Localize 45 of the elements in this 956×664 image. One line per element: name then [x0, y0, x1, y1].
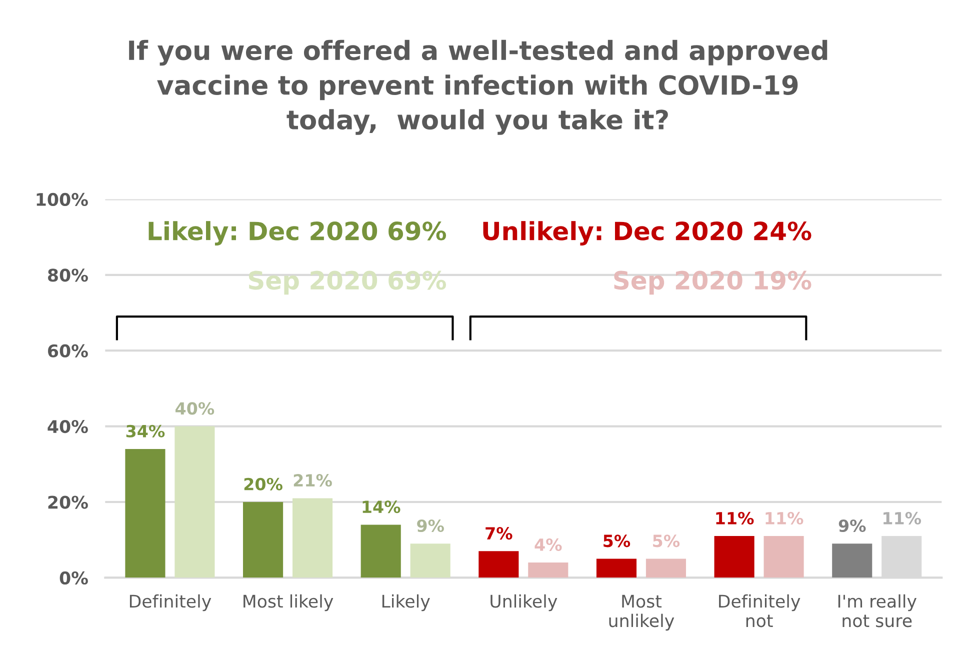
x-tick-label: Likely: [382, 594, 430, 612]
bar: [832, 544, 872, 578]
annotation: Unlikely: Dec 2020 24%: [483, 221, 812, 246]
bar: [292, 498, 333, 578]
bar: [360, 524, 401, 578]
bar: [646, 558, 686, 578]
data-label: 11%: [716, 512, 754, 524]
y-tick-label: 20%: [48, 496, 88, 509]
data-label: 4%: [534, 538, 562, 551]
data-label: 5%: [604, 534, 630, 548]
bar: [410, 544, 450, 578]
bar: [764, 536, 804, 578]
y-tick-label: 40%: [48, 420, 88, 434]
x-tick-label: Unlikely: [490, 594, 558, 612]
y-tick-label: 0%: [60, 571, 88, 585]
bar: [125, 448, 166, 578]
data-label: 14%: [362, 500, 400, 514]
x-tick-label: Most unlikely: [609, 594, 674, 631]
chart-title: If you were offered a well-tested and approved vaccine to prevent infection with COVID-19 today, would you take it?: [129, 40, 828, 135]
data-label: 11%: [884, 512, 922, 524]
data-label: 40%: [176, 402, 214, 415]
annotation: Likely: Dec 2020 69%: [148, 221, 446, 246]
bar: [528, 562, 568, 578]
x-tick-label: Definitely not: [719, 594, 800, 628]
x-tick-label: Definitely: [130, 594, 212, 612]
data-label: 34%: [126, 424, 165, 438]
data-label: 9%: [838, 519, 866, 532]
data-label: 5%: [653, 534, 680, 548]
data-label: 20%: [244, 478, 282, 490]
data-label: 9%: [417, 519, 444, 532]
y-tick-label: 100%: [36, 192, 88, 206]
bar: [596, 558, 637, 578]
y-tick-label: 60%: [48, 344, 88, 358]
data-label: 11%: [766, 512, 804, 524]
bar: [478, 551, 519, 578]
bar: [243, 502, 284, 578]
bar: [174, 426, 215, 578]
annotation: Sep 2020 69%: [248, 270, 446, 295]
x-tick-label: Most likely: [244, 594, 334, 612]
annotation: Sep 2020 19%: [614, 270, 812, 295]
x-tick-label: I'm really not sure: [838, 594, 916, 628]
data-label: 21%: [294, 474, 332, 487]
y-tick-label: 80%: [48, 268, 88, 282]
bar: [714, 536, 754, 578]
data-label: 7%: [486, 527, 512, 540]
